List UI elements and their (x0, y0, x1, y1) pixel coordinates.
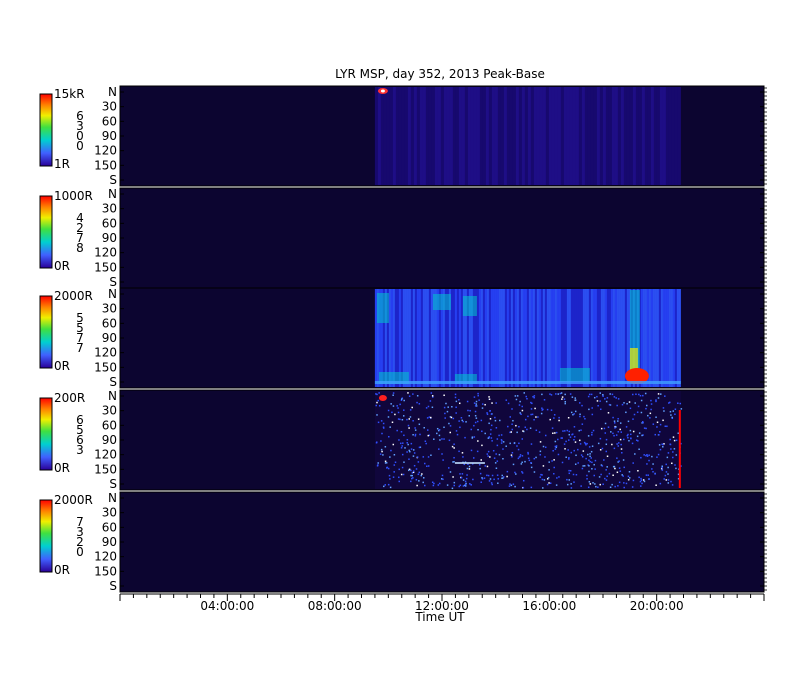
wavelength-digit: 2 (76, 221, 84, 235)
x-tick-label: 20:00:00 (630, 599, 684, 613)
y-tick-label: 150 (94, 158, 117, 172)
colorbar (39, 397, 53, 471)
colorbar-min-label: 1R (54, 157, 70, 171)
panel-background (120, 492, 764, 592)
chart-title: LYR MSP, day 352, 2013 Peak-Base (335, 67, 545, 81)
y-tick-label: 30 (102, 100, 117, 114)
wavelength-digit: 0 (76, 139, 84, 153)
wavelength-digit: 5 (76, 311, 84, 325)
colorbar-min-label: 0R (54, 359, 70, 373)
wavelength-digit: 0 (76, 129, 84, 143)
y-tick-label: 30 (102, 506, 117, 520)
y-tick-label: N (108, 287, 117, 301)
wavelength-digit: 0 (76, 545, 84, 559)
data-block (374, 391, 681, 489)
data-texture (374, 289, 681, 387)
y-tick-label: S (109, 173, 117, 187)
wavelength-digit: 5 (76, 321, 84, 335)
y-tick-label: 90 (102, 129, 117, 143)
y-tick-label: 90 (102, 433, 117, 447)
colorbar-min-label: 0R (54, 563, 70, 577)
colorbar-min-label: 0R (54, 461, 70, 475)
wavelength-digit: 3 (76, 525, 84, 539)
x-tick-label: 08:00:00 (308, 599, 362, 613)
colorbar-min-label: 0R (54, 259, 70, 273)
x-tick-label: 04:00:00 (200, 599, 254, 613)
panels: N306090120150S15kR1R6300N306090120150S10… (39, 85, 767, 593)
y-tick-label: 60 (102, 114, 117, 128)
y-tick-label: 150 (94, 360, 117, 374)
data-texture (375, 392, 683, 490)
y-tick-label: 150 (94, 260, 117, 274)
wavelength-digit: 7 (76, 231, 84, 245)
y-tick-label: 90 (102, 231, 117, 245)
x-axis-label: Time UT (414, 610, 465, 624)
x-tick-label: 16:00:00 (522, 599, 576, 613)
y-tick-label: 90 (102, 331, 117, 345)
y-tick-label: S (109, 477, 117, 491)
wavelength-digit: 6 (76, 433, 84, 447)
wavelength-digit: 7 (76, 515, 84, 529)
colorbar (39, 195, 53, 269)
wavelength-digit: 3 (76, 443, 84, 457)
y-tick-label: 120 (94, 346, 117, 360)
y-tick-label: S (109, 275, 117, 289)
y-tick-label: 150 (94, 564, 117, 578)
colorbar (39, 93, 53, 167)
y-tick-label: 90 (102, 535, 117, 549)
data-texture (374, 87, 681, 185)
y-tick-label: N (108, 85, 117, 99)
panel-background (120, 188, 764, 288)
wavelength-digit: 7 (76, 331, 84, 345)
y-tick-label: N (108, 389, 117, 403)
y-tick-label: S (109, 375, 117, 389)
wavelength-digit: 5 (76, 423, 84, 437)
y-tick-label: 60 (102, 316, 117, 330)
wavelength-digit: 2 (76, 535, 84, 549)
x-axis: 04:00:00 08:00:00 12:00:00 16:00:00 20:00:00 (119, 593, 765, 613)
wavelength-digit: 7 (76, 341, 84, 355)
y-tick-label: N (108, 491, 117, 505)
y-tick-label: 60 (102, 216, 117, 230)
colorbar-max-label: 200R (54, 391, 85, 405)
wavelength-digit: 6 (76, 413, 84, 427)
colorbar (39, 295, 53, 369)
colorbar-max-label: 2000R (54, 493, 93, 507)
colorbar-max-label: 2000R (54, 289, 93, 303)
y-tick-label: 30 (102, 202, 117, 216)
y-tick-label: 30 (102, 404, 117, 418)
y-tick-label: 60 (102, 418, 117, 432)
y-tick-label: N (108, 187, 117, 201)
wavelength-digit: 8 (76, 241, 84, 255)
y-tick-label: 120 (94, 550, 117, 564)
y-tick-label: 120 (94, 144, 117, 158)
y-tick-label: 120 (94, 448, 117, 462)
colorbar-max-label: 15kR (54, 87, 85, 101)
x-tick-label: 12:00:00 (415, 599, 469, 613)
colorbar-max-label: 1000R (54, 189, 93, 203)
colorbar (39, 499, 53, 573)
y-tick-label: 150 (94, 462, 117, 476)
wavelength-digit: 3 (76, 119, 84, 133)
wavelength-digit: 4 (76, 211, 84, 225)
y-tick-label: 120 (94, 246, 117, 260)
y-tick-label: S (109, 579, 117, 593)
y-tick-label: 30 (102, 302, 117, 316)
y-tick-label: 60 (102, 520, 117, 534)
wavelength-digit: 6 (76, 109, 84, 123)
